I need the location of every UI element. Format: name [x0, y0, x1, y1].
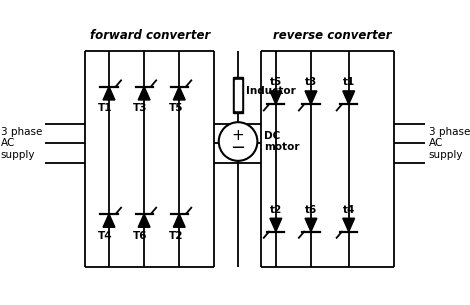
Text: T2: T2 — [168, 231, 183, 241]
Polygon shape — [270, 218, 282, 232]
Polygon shape — [138, 214, 150, 227]
Text: T4: T4 — [98, 231, 113, 241]
Text: −: − — [230, 139, 246, 157]
Polygon shape — [138, 87, 150, 100]
Text: t5: t5 — [270, 77, 282, 88]
Polygon shape — [173, 87, 185, 100]
Polygon shape — [270, 91, 282, 104]
Text: DC
motor: DC motor — [265, 131, 300, 152]
Text: t6: t6 — [305, 205, 317, 215]
Text: t1: t1 — [343, 77, 355, 88]
Text: t4: t4 — [343, 205, 355, 215]
Polygon shape — [173, 214, 185, 227]
Polygon shape — [343, 91, 355, 104]
Text: T5: T5 — [168, 103, 183, 113]
Text: 3 phase
AC
supply: 3 phase AC supply — [1, 127, 42, 160]
Polygon shape — [305, 91, 317, 104]
Polygon shape — [305, 218, 317, 232]
Text: T1: T1 — [98, 103, 113, 113]
Text: t3: t3 — [305, 77, 317, 88]
Text: Inductor: Inductor — [246, 86, 296, 95]
Polygon shape — [343, 218, 355, 232]
Text: reverse converter: reverse converter — [273, 29, 391, 42]
Bar — [233, 77, 243, 113]
Text: T6: T6 — [133, 231, 148, 241]
Polygon shape — [103, 214, 115, 227]
Bar — [235, 80, 241, 110]
Text: +: + — [232, 128, 244, 143]
Circle shape — [219, 122, 258, 161]
Text: 3 phase
AC
supply: 3 phase AC supply — [429, 127, 470, 160]
Text: forward converter: forward converter — [90, 29, 210, 42]
Text: T3: T3 — [133, 103, 148, 113]
Text: t2: t2 — [270, 205, 282, 215]
Polygon shape — [103, 87, 115, 100]
